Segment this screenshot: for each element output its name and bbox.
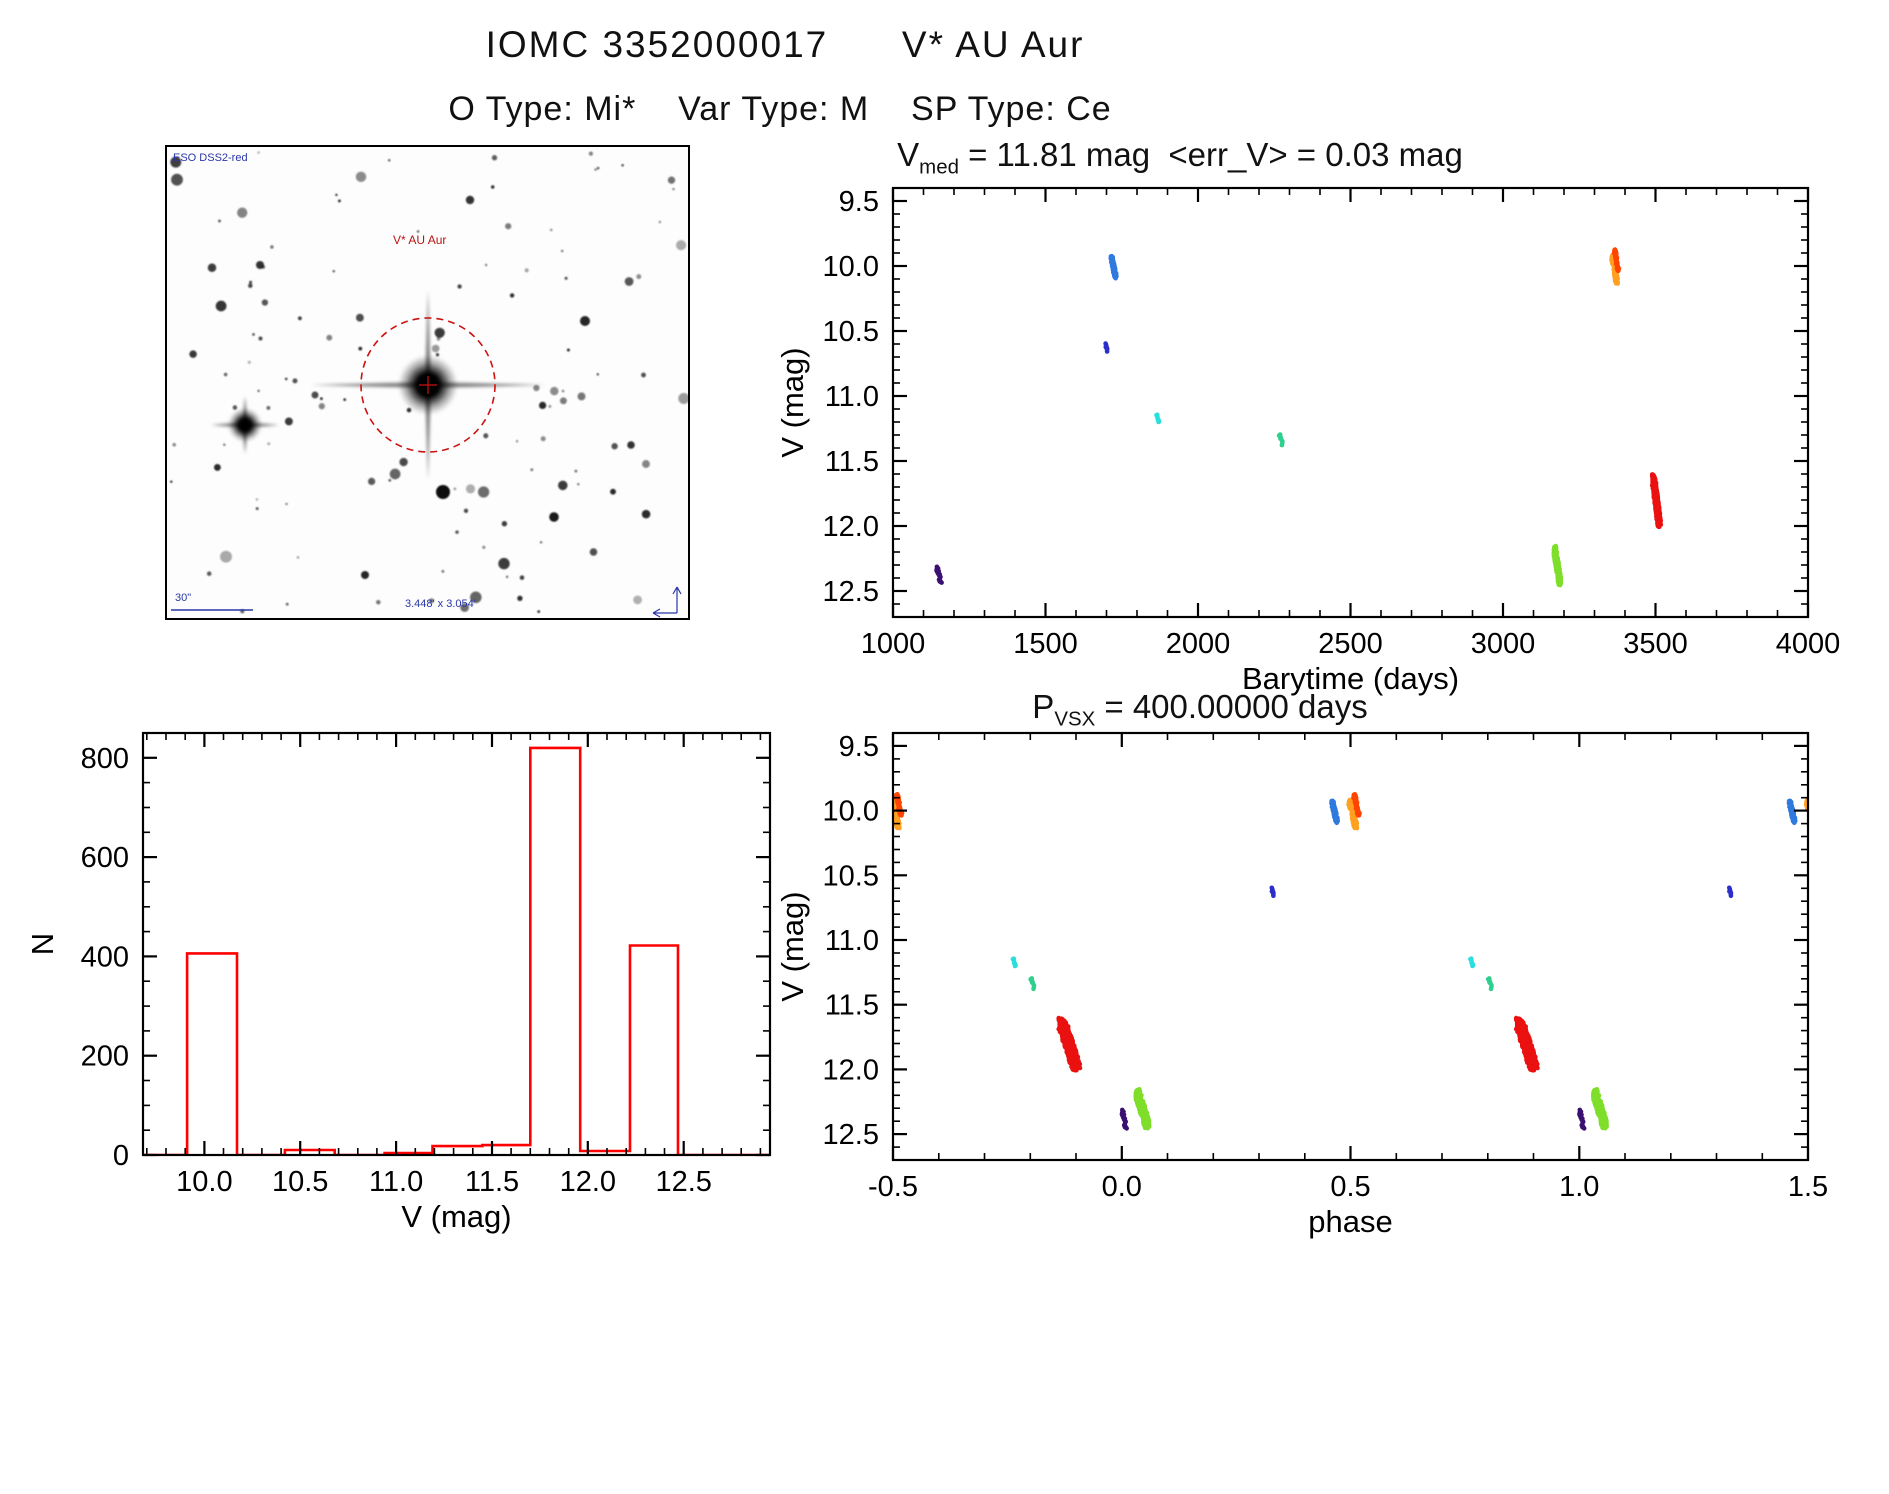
svg-text:3000: 3000	[1471, 628, 1536, 660]
lightcurve-plot: 1000 1500 2000 2500 3000 3500 4000 9.5 10.0 10.5 1…	[770, 145, 1855, 715]
lightcurve-xlabel: Barytime (days)	[1242, 661, 1459, 696]
phase-xlabel: phase	[1308, 1204, 1392, 1239]
page-title: IOMC 3352000017 V* AU Aur	[485, 24, 1085, 65]
svg-text:10.0: 10.0	[176, 1166, 232, 1198]
lightcurve-title-rest: = 11.81 mag <err_V> = 0.03 mag	[958, 136, 1463, 173]
histogram-svg: 10.0 10.5 11.0 11.5 12.0 12.5 0 200 400 600 800 V (…	[25, 731, 772, 1234]
svg-text:10.5: 10.5	[272, 1166, 328, 1198]
star-field	[170, 151, 688, 614]
lightcurve-ylabel: V (mag)	[775, 347, 810, 457]
target-marker-icon	[419, 376, 437, 394]
svg-text:800: 800	[81, 743, 129, 775]
svg-text:12.5: 12.5	[823, 576, 879, 608]
svg-text:12.5: 12.5	[655, 1166, 711, 1198]
lightcurve-svg: 1000 1500 2000 2500 3000 3500 4000 9.5 10.0 10.5 1…	[775, 186, 1841, 696]
svg-text:1000: 1000	[861, 628, 926, 660]
histogram-plot: 10.0 10.5 11.0 11.5 12.0 12.5 0 200 400 600 800 V (…	[20, 690, 820, 1280]
svg-text:200: 200	[81, 1041, 129, 1073]
svg-text:3500: 3500	[1623, 628, 1688, 660]
histogram-ylabel: N	[25, 933, 60, 955]
phase-svg: -0.5 0.0 0.5 1.0 1.59.510.010.511.011.512.01…	[775, 731, 1829, 1239]
svg-text:4000: 4000	[1776, 628, 1841, 660]
lightcurve-title: Vmed = 11.81 mag <err_V> = 0.03 mag	[780, 136, 1580, 180]
phase-plot: -0.5 0.0 0.5 1.0 1.5 9.5 10.0 10.5 11.0 11.5 12.0 1…	[770, 690, 1855, 1270]
svg-text:10.0: 10.0	[823, 251, 879, 283]
target-circle	[360, 317, 496, 453]
svg-text:400: 400	[81, 941, 129, 973]
phase-title-sub: VSX	[1054, 707, 1096, 731]
lightcurve-data	[934, 247, 1664, 588]
phase-title-rest: = 400.00000 days	[1095, 688, 1368, 725]
histogram-tick-labels: 10.0 10.5 11.0 11.5 12.0 12.5 0 200 400 600 800	[81, 743, 712, 1198]
lightcurve-axes	[891, 186, 1810, 619]
finder-chart: V* AU Aur ESO DSS2-red 30" 3.448' x 3.05…	[165, 145, 690, 625]
target-label: V* AU Aur	[393, 233, 446, 247]
page-subtitle: O Type: Mi* Var Type: M SP Type: Ce	[448, 90, 1112, 128]
compass-icon	[652, 586, 682, 618]
lightcurve-title-base: V	[897, 136, 920, 173]
svg-text:600: 600	[81, 842, 129, 874]
survey-label: ESO DSS2-red	[173, 152, 248, 164]
phase-title: PVSX = 400.00000 days	[800, 688, 1600, 732]
histogram-outline	[143, 746, 770, 1155]
phase-ylabel: V (mag)	[775, 891, 810, 1001]
lightcurve-tick-labels: 1000 1500 2000 2500 3000 3500 4000 9.5 10.0 10.5 1…	[823, 186, 1841, 660]
histogram-xlabel: V (mag)	[401, 1199, 511, 1234]
svg-text:11.5: 11.5	[825, 446, 879, 478]
svg-text:11.0: 11.0	[369, 1166, 423, 1198]
svg-text:1500: 1500	[1013, 628, 1078, 660]
svg-text:10.5: 10.5	[823, 316, 879, 348]
svg-text:0: 0	[113, 1140, 129, 1172]
svg-text:2500: 2500	[1318, 628, 1383, 660]
svg-text:9.5: 9.5	[839, 186, 879, 218]
histogram-axes	[141, 731, 772, 1157]
finder-image: V* AU Aur ESO DSS2-red 30" 3.448' x 3.05…	[165, 145, 690, 620]
svg-text:11.5: 11.5	[465, 1166, 519, 1198]
phase-axes	[891, 731, 1810, 1162]
phase-data	[893, 792, 1808, 1131]
histogram-data	[143, 746, 770, 1155]
svg-text:12.0: 12.0	[560, 1166, 616, 1198]
lightcurve-title-sub: med	[919, 155, 959, 179]
svg-text:2000: 2000	[1166, 628, 1231, 660]
svg-text:12.0: 12.0	[823, 511, 879, 543]
phase-tick-labels: -0.5 0.0 0.5 1.0 1.59.510.010.511.011.512.01…	[823, 731, 1829, 1203]
fov-label: 3.448' x 3.054'	[405, 598, 476, 610]
scale-label: 30"	[175, 592, 191, 604]
svg-text:11.0: 11.0	[825, 381, 879, 413]
phase-title-base: P	[1032, 688, 1055, 725]
